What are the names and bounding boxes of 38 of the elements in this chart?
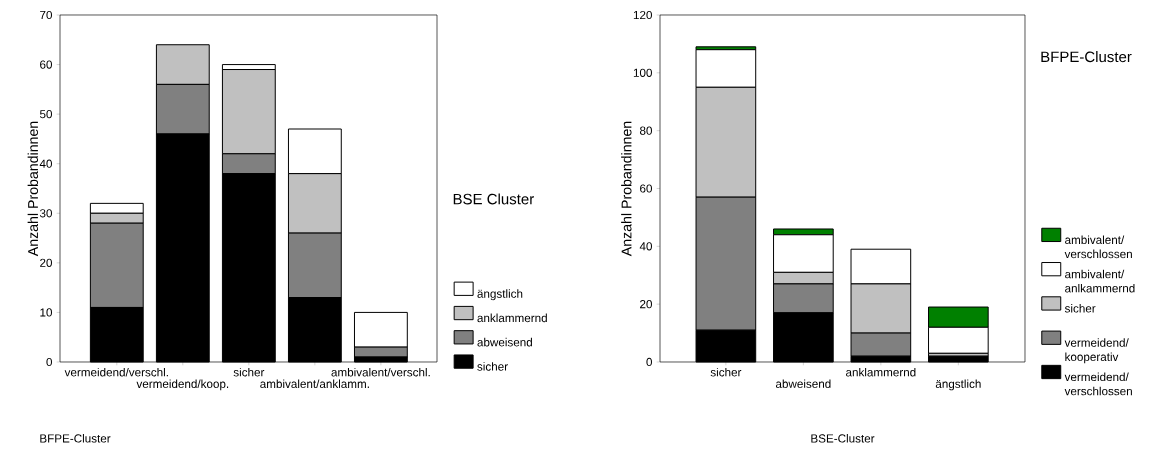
x-tick-label: anklammernd [846, 367, 916, 377]
x-tick-label: vermeidend/koop. [136, 379, 229, 391]
legend-title: BFPE-Cluster [1041, 51, 1132, 63]
y-tick-label: 60 [640, 184, 652, 193]
y-tick-label: 40 [39, 159, 53, 168]
y-tick-label: 30 [39, 209, 53, 218]
y-tick-label: 80 [639, 126, 652, 135]
legend-label: ambivalent/ anlkammernd [1065, 269, 1135, 293]
y-tick-label: 10 [40, 308, 53, 317]
x-axis-title: BFPE-Cluster [40, 434, 111, 443]
y-tick-label: 70 [40, 10, 53, 20]
y-tick-label: 20 [640, 300, 652, 309]
y-tick-label: 40 [639, 242, 652, 251]
x-tick-label: sicher [710, 367, 742, 377]
legend-label: sicher [1064, 304, 1096, 313]
x-tick-label: ambivalent/anklamm. [260, 379, 369, 388]
y-tick-label: 0 [46, 357, 53, 367]
legend-label: vermeidend/ verschlossen [1064, 372, 1132, 396]
x-tick-label: ängstlich [935, 379, 981, 391]
y-axis-title: Anzahl Probandinnen [27, 121, 39, 257]
legend-label: ängstlich [477, 289, 523, 301]
x-axis-title: BSE-Cluster [811, 434, 875, 443]
y-tick-label: 50 [39, 110, 53, 119]
y-axis-title: Anzahl Probandinnen [621, 121, 632, 257]
y-tick-label: 20 [40, 258, 53, 267]
y-tick-label: 100 [633, 68, 652, 77]
legend-label: ambivalent/ verschlossen [1064, 235, 1132, 259]
x-tick-label: sicher [233, 367, 265, 377]
y-tick-label: 0 [646, 357, 652, 367]
x-tick-label: abweisend [775, 379, 831, 388]
x-tick-label: vermeidend/verschl. [64, 367, 168, 377]
y-tick-label: 60 [40, 60, 53, 69]
legend-label: anklammernd [477, 313, 547, 323]
x-tick-label: ambivalent/verschl. [331, 367, 430, 377]
legend-label: abweisend [477, 337, 532, 347]
y-tick-label: 120 [633, 10, 652, 20]
legend-label: vermeidend/ kooperativ [1064, 338, 1129, 364]
legend-title: BSE Cluster [453, 193, 534, 205]
